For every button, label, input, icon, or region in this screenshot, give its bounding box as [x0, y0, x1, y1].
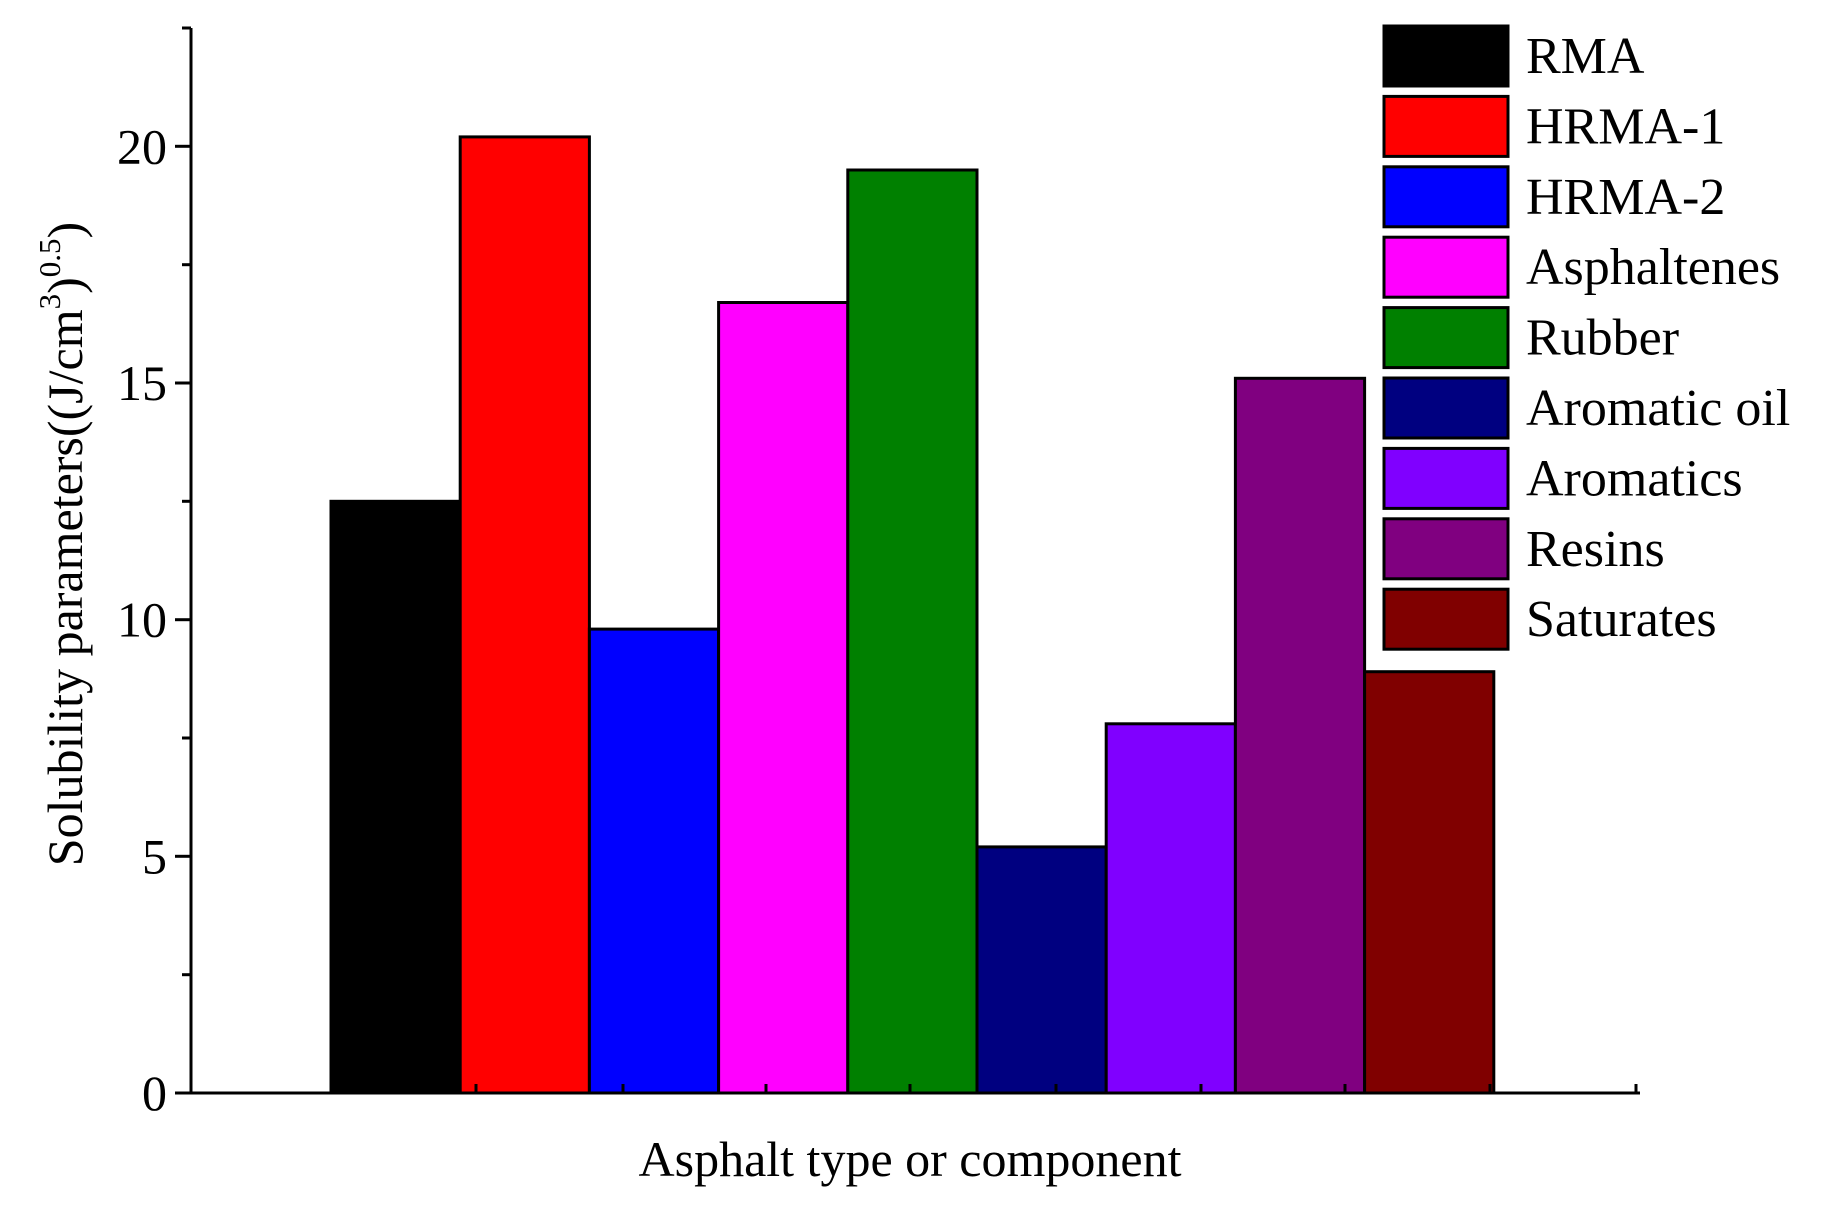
legend-label: Rubber: [1526, 310, 1679, 367]
legend-swatch: [1382, 587, 1510, 651]
bar-hrma-2: [587, 627, 721, 1095]
y-axis-title-mid: ): [37, 277, 93, 294]
y-tick-label: 15: [117, 355, 167, 411]
bars-group: [329, 135, 1496, 1095]
legend-label: HRMA-2: [1526, 169, 1725, 226]
legend-label: Saturates: [1526, 591, 1717, 648]
y-axis-title-prefix: Solubility parameters((J/cm: [37, 309, 93, 866]
legend-label: RMA: [1526, 28, 1645, 85]
bar-asphaltenes: [717, 301, 850, 1095]
bar-rubber: [846, 168, 979, 1095]
legend-label: HRMA-1: [1526, 98, 1725, 155]
legend-label: Aromatic oil: [1526, 380, 1790, 437]
legend-swatch: [1382, 94, 1510, 158]
legend-swatch: [1382, 517, 1510, 581]
y-axis-title-suffix: ): [37, 222, 93, 239]
x-axis-title: Asphalt type or component: [639, 1131, 1182, 1187]
y-tick-label: 10: [117, 592, 167, 648]
legend: RMA HRMA-1 HRMA-2 Asphaltenes Rubber Aromatic…: [1382, 24, 1790, 651]
y-axis-title-sup-1: 3: [32, 294, 67, 310]
legend-swatch: [1382, 446, 1510, 510]
y-axis-title: Solubility parameters((J/cm3)0.5): [32, 222, 93, 866]
x-minor-ticks-group: [474, 1084, 1638, 1093]
legend-label: Aromatics: [1526, 450, 1743, 507]
legend-swatch: [1382, 235, 1510, 299]
bar-saturates: [1363, 670, 1496, 1095]
legend-label: Asphaltenes: [1526, 239, 1780, 296]
bar-hrma-1: [458, 135, 591, 1095]
y-ticks-group: 0 5 10 15 20: [117, 26, 191, 1121]
legend-swatch: [1382, 306, 1510, 370]
legend-label: Resins: [1526, 521, 1665, 578]
y-tick-label: 20: [117, 118, 167, 174]
bar-aromatics: [1104, 722, 1237, 1095]
bar-resins: [1233, 376, 1367, 1095]
legend-swatch: [1382, 24, 1510, 88]
bar-aromatic-oil: [975, 845, 1108, 1095]
y-tick-label: 0: [142, 1065, 167, 1121]
axes-group: [189, 28, 1640, 1095]
bar-rma: [329, 499, 462, 1095]
y-axis-title-sup-2: 0.5: [32, 238, 67, 277]
y-tick-label: 5: [142, 828, 167, 884]
legend-swatch: [1382, 376, 1510, 440]
legend-swatch: [1382, 165, 1510, 229]
